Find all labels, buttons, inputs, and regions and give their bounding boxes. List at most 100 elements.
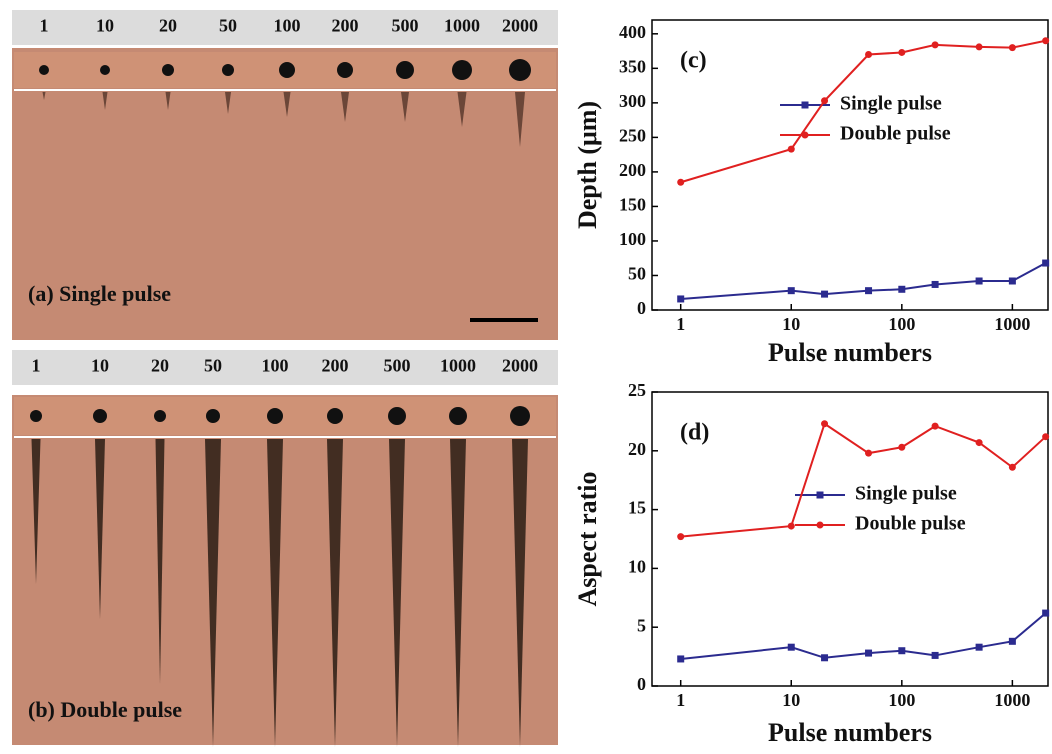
marker	[865, 51, 873, 59]
y-tick-label: 250	[619, 126, 646, 146]
y-tick-label: 10	[628, 557, 646, 577]
marker	[1008, 637, 1016, 645]
channel	[389, 439, 405, 747]
y-tick-label: 5	[637, 615, 646, 635]
marker	[677, 533, 685, 541]
x-tick-label: 10	[782, 314, 800, 334]
y-tick-label: 50	[628, 264, 646, 284]
y-tick-label: 25	[628, 380, 646, 400]
channel	[283, 92, 291, 117]
micrograph	[12, 395, 558, 745]
pulse-number: 200	[332, 16, 359, 36]
y-tick-label: 200	[619, 160, 646, 180]
marker	[1008, 463, 1016, 471]
channel	[205, 439, 221, 747]
marker	[898, 285, 906, 293]
marker	[931, 41, 939, 49]
channel	[341, 92, 349, 122]
hole	[452, 60, 472, 80]
hole	[449, 407, 467, 425]
y-tick-label: 400	[619, 22, 646, 42]
hole	[509, 59, 531, 81]
marker	[1008, 44, 1016, 52]
legend-label: Double pulse	[840, 123, 951, 145]
marker	[787, 522, 795, 530]
x-tick-label: 1	[676, 690, 685, 710]
legend-marker	[816, 491, 824, 499]
marker	[865, 649, 873, 657]
y-tick-label: 0	[637, 298, 646, 318]
y-tick-label: 15	[628, 498, 646, 518]
x-tick-label: 100	[888, 314, 915, 334]
channel	[327, 439, 343, 747]
hole	[39, 65, 49, 75]
channel	[401, 92, 409, 122]
pulse-number: 1	[40, 16, 49, 36]
channel	[515, 92, 525, 147]
y-tick-label: 100	[619, 229, 646, 249]
marker	[677, 178, 685, 186]
marker	[931, 280, 939, 288]
y-tick-label: 20	[628, 439, 646, 459]
x-tick-label: 1000	[994, 314, 1030, 334]
legend-label: Single pulse	[840, 93, 942, 115]
hole	[267, 408, 283, 424]
pulse-number: 50	[219, 16, 237, 36]
hole	[162, 64, 174, 76]
y-tick-label: 350	[619, 56, 646, 76]
hole	[510, 406, 530, 426]
pulse-number: 500	[384, 356, 411, 376]
marker	[865, 287, 873, 295]
marker	[975, 439, 983, 447]
marker	[931, 422, 939, 430]
pulse-number: 200	[322, 356, 349, 376]
pulse-number: 1000	[444, 16, 480, 36]
hole	[154, 410, 166, 422]
pulse-number: 20	[159, 16, 177, 36]
channel	[102, 92, 108, 110]
marker	[821, 290, 829, 298]
legend-marker	[816, 521, 824, 529]
marker	[898, 443, 906, 451]
marker	[787, 145, 795, 153]
marker	[677, 295, 685, 303]
channel	[42, 92, 46, 100]
pulse-number: 2000	[502, 16, 538, 36]
y-tick-label: 300	[619, 91, 646, 111]
y-tick-label: 150	[619, 195, 646, 215]
marker	[1042, 609, 1050, 617]
series-line	[680, 262, 1047, 300]
hole	[327, 408, 343, 424]
x-tick-label: 1000	[994, 690, 1030, 710]
hole	[93, 409, 107, 423]
pulse-number: 100	[262, 356, 289, 376]
label-strip	[12, 10, 558, 45]
marker	[821, 420, 829, 428]
marker	[1042, 37, 1050, 45]
marker	[677, 655, 685, 663]
pulse-number: 50	[204, 356, 222, 376]
x-tick-label: 100	[888, 690, 915, 710]
y-axis-label: Aspect ratio	[573, 471, 602, 606]
plot-frame	[651, 391, 1049, 687]
x-tick-label: 1	[676, 314, 685, 334]
hole	[30, 410, 42, 422]
x-tick-label: 10	[782, 690, 800, 710]
marker	[1042, 433, 1050, 441]
channel	[31, 439, 41, 584]
marker	[975, 43, 983, 51]
marker	[787, 287, 795, 295]
hole	[396, 61, 414, 79]
y-tick-label: 0	[637, 674, 646, 694]
pulse-number: 2000	[502, 356, 538, 376]
hole	[337, 62, 353, 78]
legend-marker	[801, 131, 809, 139]
marker	[821, 654, 829, 662]
hole	[206, 409, 220, 423]
marker	[898, 48, 906, 56]
x-axis-label: Pulse numbers	[768, 718, 932, 747]
channel	[267, 439, 283, 747]
channel	[155, 439, 165, 684]
panel-label: (d)	[680, 420, 709, 446]
